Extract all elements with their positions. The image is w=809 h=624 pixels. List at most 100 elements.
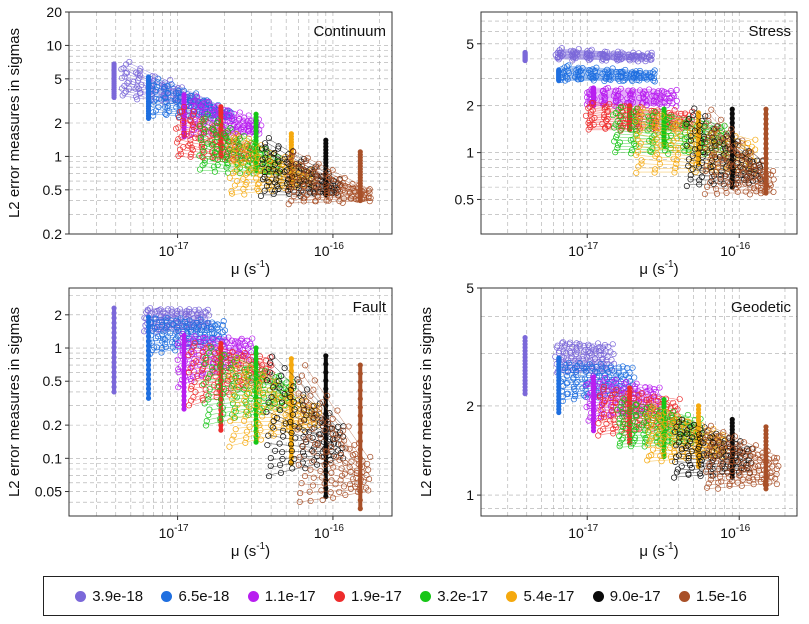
sample-point <box>651 67 658 74</box>
sample-point <box>191 98 198 105</box>
sample-point <box>210 126 217 133</box>
sample-point <box>201 126 208 133</box>
legend-item-5.4e-17: 5.4e-17 <box>506 588 574 605</box>
sample-point <box>366 186 373 193</box>
sample-point <box>603 48 610 56</box>
sample-point <box>684 411 691 418</box>
legend-label: 9.0e-17 <box>609 587 661 605</box>
sample-point <box>653 135 660 142</box>
sample-point <box>249 335 256 342</box>
sample-point <box>588 46 595 53</box>
sample-point <box>701 190 708 198</box>
sample-point <box>243 434 250 441</box>
sample-line <box>636 155 749 164</box>
sample-point <box>134 83 141 90</box>
sample-point <box>691 105 698 112</box>
sample-point <box>653 144 660 152</box>
sample-line <box>689 119 752 163</box>
sample-point <box>230 121 237 128</box>
sample-point <box>601 114 608 121</box>
sample-point <box>315 160 322 167</box>
sample-point <box>667 88 675 95</box>
sample-point <box>327 489 334 496</box>
sample-point <box>718 168 725 175</box>
sample-point <box>634 148 642 155</box>
series-3.9e-18 <box>111 58 214 111</box>
sample-point <box>201 130 208 137</box>
sample-point <box>275 145 282 152</box>
sample-point <box>227 124 234 132</box>
sample-point <box>329 167 336 174</box>
x-tick-label: 10-16 <box>314 241 344 259</box>
sample-point <box>565 62 572 69</box>
sample-point <box>646 86 653 93</box>
series-9.0e-17 <box>257 135 343 200</box>
x-tick-label: 10-16 <box>314 523 344 541</box>
sample-point <box>241 122 248 129</box>
sample-point <box>132 69 140 76</box>
legend-item-6.5e-18: 6.5e-18 <box>161 588 229 605</box>
sample-line <box>158 78 231 111</box>
sample-point <box>575 45 582 53</box>
sample-point <box>289 152 296 159</box>
sample-point <box>630 109 637 116</box>
sample-point <box>325 197 332 204</box>
sample-line <box>619 105 725 126</box>
sample-point <box>125 78 132 85</box>
sample-point <box>609 65 616 72</box>
sample-point <box>658 93 665 100</box>
sample-point <box>669 91 677 98</box>
sample-point <box>271 161 278 168</box>
legend-item-9.0e-17: 9.0e-17 <box>592 587 661 605</box>
sample-point <box>298 162 305 169</box>
sample-point <box>614 131 621 139</box>
sample-point <box>228 187 235 194</box>
sample-point <box>288 197 295 204</box>
sample-point <box>190 108 198 115</box>
sample-point <box>281 365 288 372</box>
sample-point <box>242 181 249 188</box>
sample-point <box>198 143 205 150</box>
sample-point <box>742 149 749 156</box>
sample-point <box>189 112 196 119</box>
sample-line <box>593 102 691 114</box>
y-tick-label: 0.2 <box>43 226 63 242</box>
sample-point <box>171 97 178 104</box>
sample-point <box>336 488 343 495</box>
sample-point <box>698 159 705 166</box>
sample-point <box>201 156 209 164</box>
sample-line <box>183 106 252 144</box>
sample-line <box>288 175 361 196</box>
sample-point <box>658 112 665 119</box>
sample-point <box>124 69 131 76</box>
sample-line <box>290 158 361 192</box>
sample-point <box>242 143 249 150</box>
sample-point <box>167 77 174 84</box>
sample-line <box>567 77 645 80</box>
sample-point <box>265 172 272 179</box>
sample-point <box>226 443 233 450</box>
sample-point <box>230 156 238 163</box>
sample-point <box>258 142 265 149</box>
sample-point <box>200 115 207 122</box>
sample-point <box>349 475 357 483</box>
sample-line <box>561 76 651 79</box>
sample-line <box>195 97 261 121</box>
sample-point <box>622 66 629 74</box>
sample-point <box>675 117 682 124</box>
sample-point <box>212 104 219 112</box>
sample-point <box>671 92 678 99</box>
sample-point <box>645 54 652 61</box>
sample-point <box>242 140 249 147</box>
sample-point <box>773 480 780 488</box>
sample-point <box>685 116 692 123</box>
sample-point <box>313 172 320 179</box>
sample-point <box>365 466 372 473</box>
sample-point <box>302 465 309 472</box>
legend-label: 1.1e-17 <box>264 587 316 605</box>
data-marks <box>111 305 374 512</box>
series-3.9e-18 <box>522 45 655 65</box>
y-tick-label: 0.5 <box>455 191 475 207</box>
legend-label: 6.5e-18 <box>178 587 230 605</box>
